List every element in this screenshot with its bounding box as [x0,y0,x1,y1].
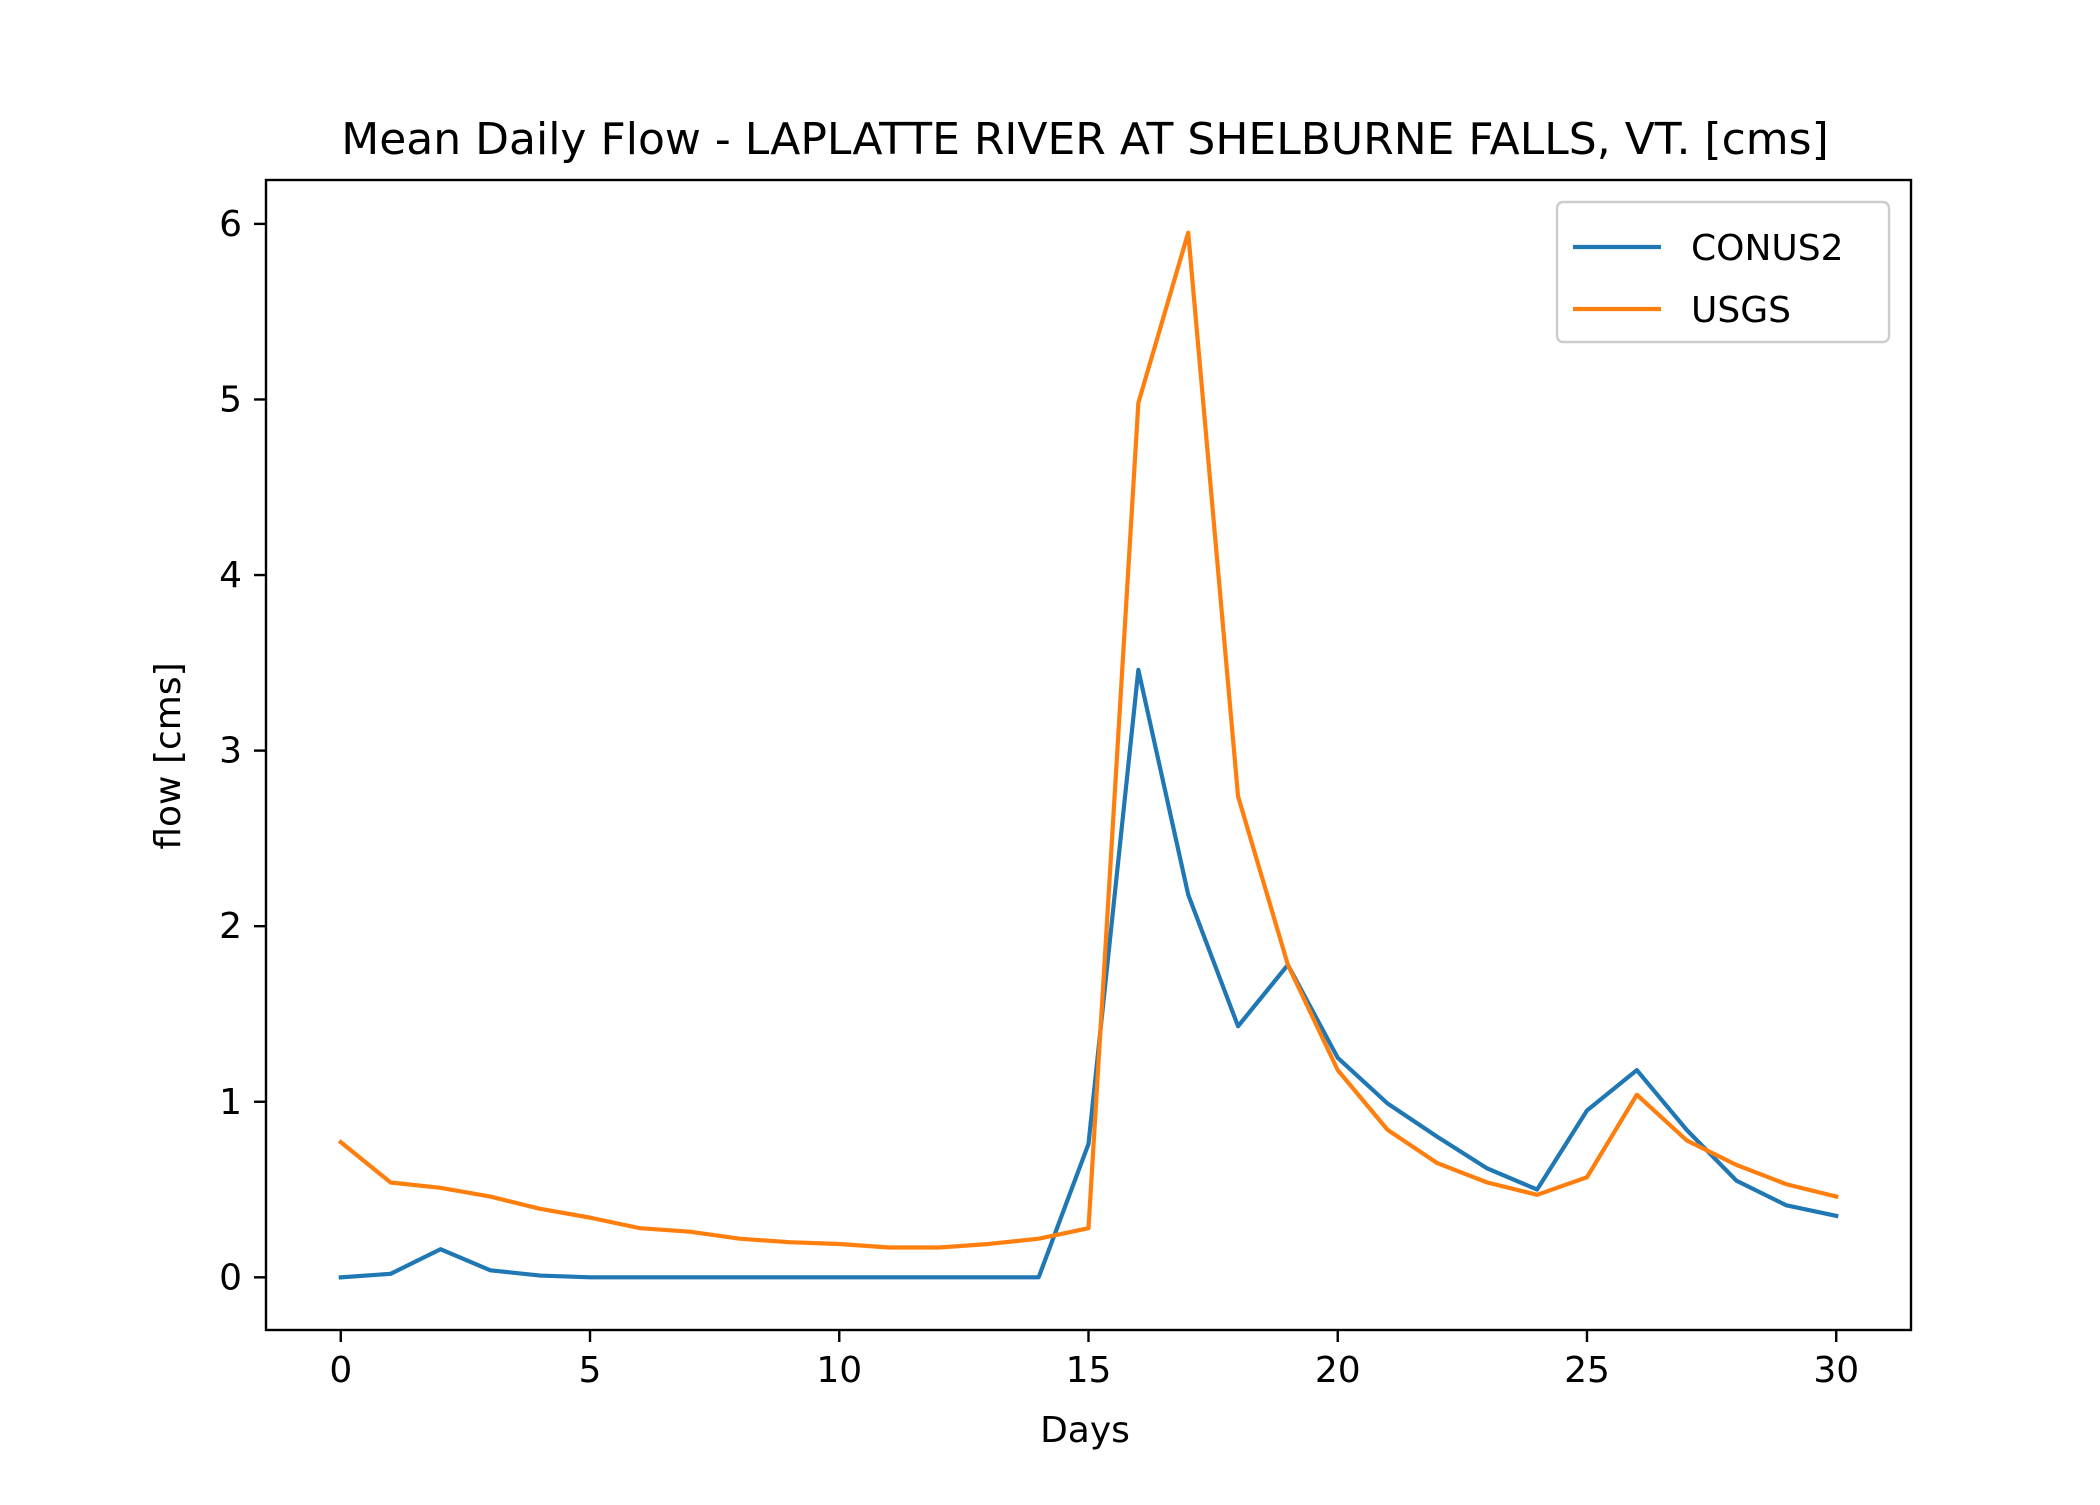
series-line-usgs [337,230,1839,1250]
plot-frame [264,178,1913,1332]
y-tick-label-0: 0 [219,1257,242,1298]
y-tick-label-5: 5 [219,379,242,420]
x-axis-label: Days [1040,1410,1130,1451]
y-tick-label-3: 3 [219,731,242,772]
legend-label-usgs: USGS [1691,290,1791,331]
x-tick-label-30: 30 [1813,1350,1859,1391]
x-tick-label-20: 20 [1315,1350,1361,1391]
x-tick-label-25: 25 [1564,1350,1610,1391]
series-line-conus2 [338,667,1839,1280]
legend-label-conus2: CONUS2 [1691,228,1844,269]
x-tick-label-5: 5 [579,1350,602,1391]
y-tick-label-1: 1 [219,1082,242,1123]
y-tick-label-2: 2 [219,906,242,947]
x-tick-label-0: 0 [329,1350,352,1391]
axes: 0 5 10 15 20 25 30 0 1 2 3 4 5 6 [219,178,1913,1391]
plot-area [337,230,1839,1280]
x-tick-label-10: 10 [816,1350,862,1391]
x-tick-label-15: 15 [1066,1350,1112,1391]
chart-title: Mean Daily Flow - LAPLATTE RIVER AT SHEL… [341,114,1829,165]
legend: CONUS2 USGS [1555,200,1891,344]
y-tick-label-6: 6 [219,204,242,245]
y-tick-label-4: 4 [219,555,242,596]
y-axis-label: flow [cms] [148,662,189,849]
